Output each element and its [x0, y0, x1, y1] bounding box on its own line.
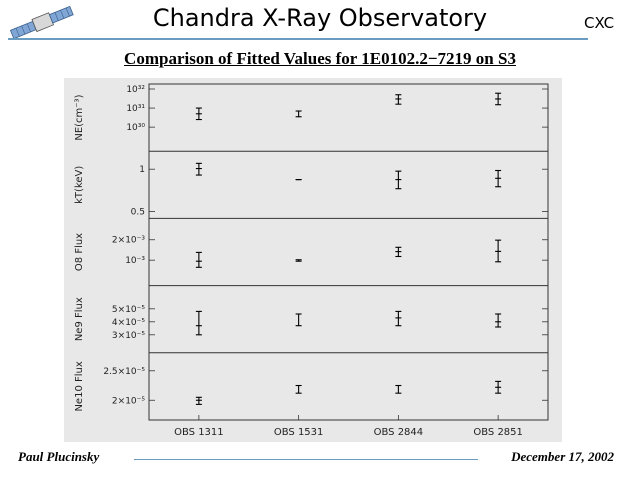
x-tick-label: OBS 2844	[374, 427, 424, 438]
x-tick-label: OBS 1531	[274, 427, 324, 438]
chart-title: Comparison of Fitted Values for 1E0102.2…	[124, 49, 516, 68]
panel-1-ytick-label: 10³¹	[126, 104, 145, 114]
panel-5-ytick-label: 2×10⁻⁵	[112, 396, 145, 406]
footer-divider	[134, 459, 478, 460]
x-tick-label: OBS 2851	[473, 427, 523, 438]
panel-3-ytick-label: 2×10⁻³	[112, 236, 145, 246]
panel-5-ylabel: Ne10 Flux	[74, 361, 85, 411]
panel-4-ytick-label: 4×10⁻⁵	[112, 318, 145, 328]
author-name: Paul Plucinsky	[18, 449, 100, 464]
panel-3-ylabel: O8 Flux	[74, 233, 85, 271]
chart-plot-area: NE(cm⁻³) 10³⁰ 10³¹ 10³² kT(keV) 1 0.5 O8 Flux 2×…	[64, 78, 562, 442]
plot-frame	[148, 83, 549, 421]
chart-svg: NE(cm⁻³) 10³⁰ 10³¹ 10³² kT(keV) 1 0.5 O8 Flux 2×…	[74, 83, 549, 438]
panel-1-ytick-label: 10³⁰	[126, 123, 145, 133]
x-tick-label: OBS 1311	[174, 427, 224, 438]
panel-2-ytick-label: 1	[139, 165, 145, 175]
title-divider	[8, 38, 588, 40]
panel-1-ytick-label: 10³²	[126, 85, 145, 95]
presentation-date: December 17, 2002	[511, 449, 614, 464]
page-title: Chandra X-Ray Observatory	[152, 4, 488, 32]
panel-3-ytick-label: 10⁻³	[125, 256, 145, 266]
panel-1-ylabel: NE(cm⁻³)	[74, 94, 85, 140]
panel-4-ylabel: Ne9 Flux	[74, 297, 85, 341]
panel-2-ylabel: kT(keV)	[74, 166, 85, 204]
panel-5-ytick-label: 2.5×10⁻⁵	[103, 367, 145, 377]
chandra-satellite-logo	[9, 5, 74, 40]
panel-2-ytick-label: 0.5	[131, 207, 145, 217]
org-label: CXC	[584, 14, 615, 32]
panel-4-ytick-label: 5×10⁻⁵	[112, 305, 145, 315]
panel-4-ytick-label: 3×10⁻⁵	[112, 331, 145, 341]
